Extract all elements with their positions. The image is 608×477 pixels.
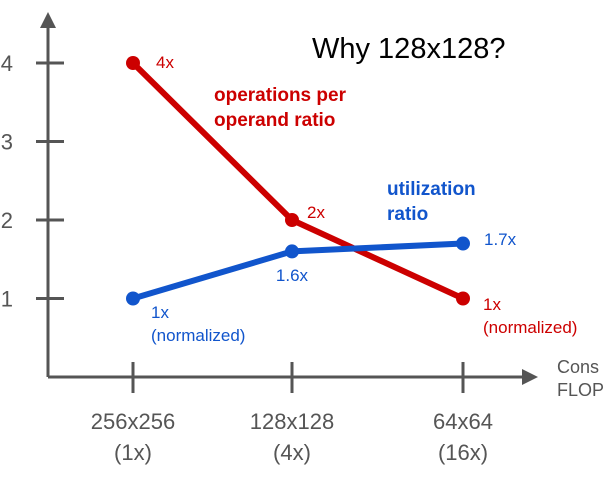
x-tick-label: 128x128 (4x) bbox=[250, 409, 334, 465]
data-label-ops: 4x bbox=[156, 53, 174, 72]
data-label-util: 1.7x bbox=[484, 230, 517, 249]
label-layer: operations per operand ratio 4x 2x 1x (normal… bbox=[151, 53, 577, 345]
data-label-util: 1x (normalized) bbox=[151, 303, 245, 345]
y-tick-label: 4 bbox=[1, 51, 13, 76]
series-layer bbox=[126, 56, 470, 306]
data-point-ops bbox=[285, 213, 299, 227]
data-point-ops bbox=[456, 291, 470, 306]
x-tick-label: 256x256 (1x) bbox=[91, 409, 175, 465]
series-name-ops: operations per operand ratio bbox=[214, 85, 347, 131]
x-axis-title: Cons FLOP bbox=[557, 357, 604, 400]
data-point-util bbox=[456, 236, 470, 251]
x-axis-arrow-icon bbox=[522, 369, 538, 385]
data-label-ops: 1x (normalized) bbox=[483, 295, 577, 337]
axes: 1 2 3 4 256x256 (1x) 128x128 (4x) 64x64 (16x) Cons… bbox=[1, 12, 604, 465]
data-point-util bbox=[285, 244, 299, 259]
y-axis-arrow-icon bbox=[40, 12, 56, 28]
y-tick-label: 2 bbox=[1, 208, 13, 233]
data-point-util bbox=[126, 291, 140, 306]
y-tick-label: 1 bbox=[1, 287, 13, 312]
x-tick-label: 64x64 (16x) bbox=[433, 409, 493, 465]
series-name-util: utilization ratio bbox=[387, 179, 476, 225]
y-tick-label: 3 bbox=[1, 130, 13, 155]
chart-title: Why 128x128? bbox=[312, 33, 505, 65]
data-label-ops: 2x bbox=[307, 203, 325, 222]
data-point-ops bbox=[126, 56, 140, 70]
data-label-util: 1.6x bbox=[276, 266, 309, 285]
